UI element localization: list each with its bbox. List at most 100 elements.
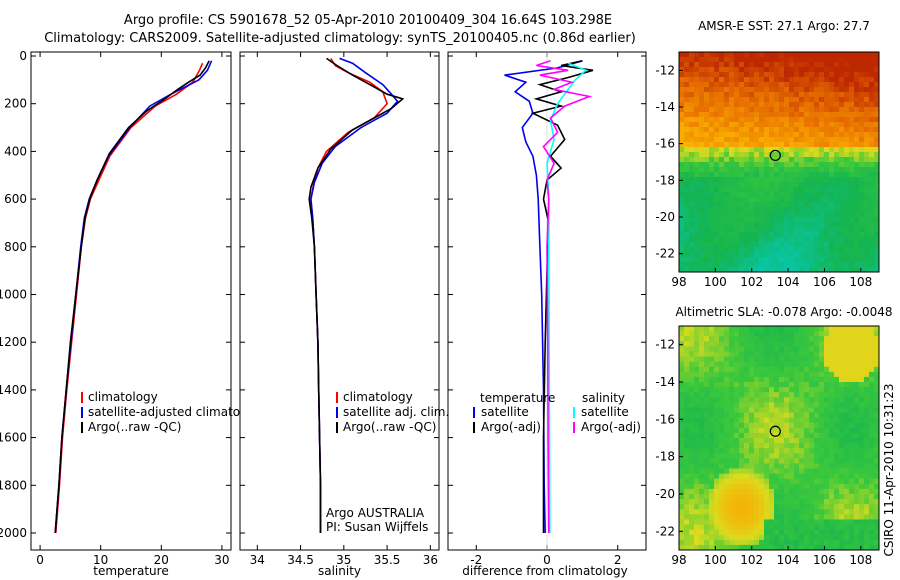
- heatmap-cell: [824, 262, 830, 268]
- heatmap-cell: [749, 262, 755, 268]
- heatmap-cell: [749, 52, 755, 58]
- heatmap-cell: [709, 57, 715, 63]
- heatmap-cell: [729, 448, 735, 454]
- heatmap-cell: [724, 87, 730, 93]
- heatmap-cell: [724, 499, 730, 505]
- heatmap-cell: [689, 177, 695, 183]
- heatmap-cell: [874, 157, 880, 163]
- heatmap-cell: [814, 504, 820, 510]
- heatmap-cell: [694, 52, 700, 58]
- heatmap-cell: [794, 177, 800, 183]
- heatmap-cell: [824, 494, 830, 500]
- heatmap-cell: [844, 52, 850, 58]
- heatmap-cell: [744, 407, 750, 413]
- heatmap-cell: [719, 438, 725, 444]
- heatmap-cell: [759, 112, 765, 118]
- heatmap-cell: [809, 97, 815, 103]
- heatmap-cell: [734, 366, 740, 373]
- heatmap-cell: [869, 361, 875, 368]
- heatmap-cell: [719, 494, 725, 500]
- heatmap-cell: [694, 412, 700, 419]
- heatmap-cell: [714, 443, 720, 449]
- heatmap-cell: [729, 468, 735, 475]
- heatmap-cell: [749, 387, 755, 393]
- heatmap-cell: [689, 162, 695, 168]
- heatmap-cell: [809, 167, 815, 173]
- heatmap-cell: [769, 534, 775, 541]
- heatmap-cell: [799, 371, 805, 378]
- heatmap-cell: [814, 438, 820, 444]
- heatmap-cell: [779, 514, 785, 520]
- heatmap-cell: [819, 237, 825, 243]
- heatmap-cell: [804, 397, 810, 403]
- heatmap-cell: [754, 112, 760, 118]
- heatmap-cell: [819, 351, 825, 357]
- heatmap-cell: [739, 227, 745, 233]
- heatmap-cell: [764, 473, 770, 480]
- heatmap-cell: [834, 127, 840, 133]
- heatmap-cell: [679, 432, 685, 439]
- heatmap-cell: [804, 499, 810, 505]
- heatmap-cell: [779, 252, 785, 258]
- heatmap-cell: [719, 336, 725, 342]
- heatmap-cell: [874, 257, 880, 263]
- heatmap-cell: [754, 172, 760, 178]
- heatmap-cell: [834, 514, 840, 520]
- heatmap-cell: [689, 326, 695, 332]
- heatmap-cell: [819, 257, 825, 263]
- heatmap-cell: [749, 534, 755, 541]
- heatmap-cell: [874, 402, 880, 408]
- heatmap-cell: [809, 122, 815, 128]
- heatmap-cell: [819, 534, 825, 541]
- heatmap-cell: [829, 252, 835, 258]
- heatmap-cell: [839, 207, 845, 213]
- heatmap-cell: [769, 504, 775, 510]
- heatmap-cell: [754, 529, 760, 536]
- heatmap-cell: [754, 137, 760, 143]
- heatmap-cell: [759, 142, 765, 148]
- heatmap-cell: [724, 142, 730, 148]
- heatmap-cell: [694, 202, 700, 208]
- heatmap-cell: [814, 162, 820, 168]
- heatmap-cell: [864, 107, 870, 113]
- heatmap-cell: [774, 514, 780, 520]
- x-tick-label: 34: [250, 553, 265, 567]
- heatmap-cell: [709, 361, 715, 368]
- heatmap-cell: [704, 107, 710, 113]
- series-line: [308, 57, 405, 533]
- heatmap-cell: [754, 62, 760, 68]
- heatmap-cell: [744, 257, 750, 263]
- heatmap-cell: [729, 504, 735, 510]
- heatmap-cell: [749, 473, 755, 480]
- heatmap-cell: [874, 376, 880, 383]
- heatmap-cell: [804, 326, 810, 332]
- heatmap-cell: [819, 448, 825, 454]
- heatmap-cell: [869, 92, 875, 98]
- heatmap-cell: [834, 82, 840, 88]
- heatmap-cell: [764, 376, 770, 383]
- heatmap-cell: [684, 227, 690, 233]
- heatmap-cell: [869, 422, 875, 429]
- heatmap-cell: [714, 247, 720, 253]
- heatmap-cell: [834, 336, 840, 342]
- heatmap-cell: [754, 361, 760, 368]
- heatmap-cell: [739, 448, 745, 454]
- heatmap-cell: [769, 117, 775, 123]
- heatmap-cell: [794, 432, 800, 439]
- heatmap-cell: [869, 192, 875, 198]
- heatmap-cell: [704, 177, 710, 183]
- heatmap-cell: [754, 376, 760, 383]
- heatmap-cell: [789, 247, 795, 253]
- heatmap-cell: [874, 331, 880, 337]
- heatmap-cell: [854, 488, 860, 495]
- heatmap-cell: [769, 262, 775, 268]
- heatmap-cell: [799, 67, 805, 73]
- heatmap-cell: [819, 82, 825, 88]
- heatmap-cell: [779, 142, 785, 148]
- heatmap-cell: [854, 341, 860, 347]
- heatmap-cell: [704, 122, 710, 128]
- heatmap-cell: [679, 376, 685, 383]
- heatmap-cell: [854, 202, 860, 208]
- heatmap-cell: [804, 453, 810, 459]
- heatmap-cell: [689, 147, 695, 153]
